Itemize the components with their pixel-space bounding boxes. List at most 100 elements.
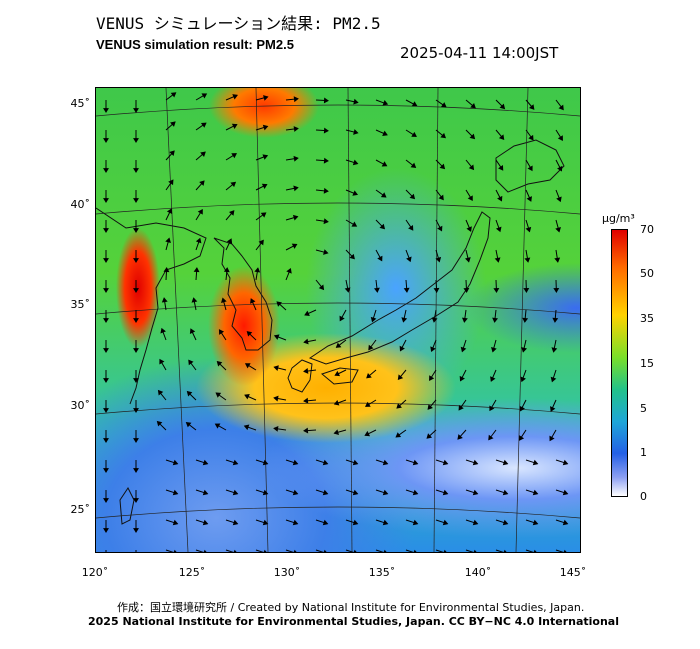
wind-arrow-head xyxy=(263,95,269,101)
wind-arrow-head xyxy=(557,135,563,141)
wind-arrow-head xyxy=(433,287,440,293)
wind-arrow-head xyxy=(333,399,340,406)
latitude-line xyxy=(96,506,580,519)
wind-arrow-head xyxy=(292,489,299,496)
wind-arrow-head xyxy=(439,163,446,170)
copyright-line: 2025 National Institute for Environmenta… xyxy=(88,615,620,628)
longitude-line xyxy=(255,88,269,552)
wind-arrow-head xyxy=(366,373,372,379)
wind-arrow-head xyxy=(323,127,329,134)
hokkaido-coastline xyxy=(495,139,565,193)
wind-arrow-head xyxy=(438,194,444,201)
wind-arrow-head xyxy=(185,422,192,428)
wind-arrow-head xyxy=(193,267,200,273)
wind-arrow-head xyxy=(459,375,465,382)
wind-arrow-head xyxy=(214,423,221,429)
wind-arrow-head xyxy=(103,528,109,533)
wind-arrow-head xyxy=(163,267,170,273)
wind-arrow-head xyxy=(493,287,500,293)
wind-arrow-head xyxy=(502,519,509,526)
wind-arrow-head xyxy=(172,489,179,496)
legend-color-bar xyxy=(611,229,628,497)
wind-arrow-head xyxy=(382,130,388,136)
wind-arrow-head xyxy=(246,331,253,337)
wind-arrow-head xyxy=(263,549,267,552)
wind-arrow-head xyxy=(318,284,325,291)
wind-arrow-head xyxy=(160,327,166,334)
wind-arrow-head xyxy=(521,347,528,353)
wind-arrow-head xyxy=(442,459,449,466)
wind-arrow-head xyxy=(495,226,502,233)
wind-arrow-head xyxy=(522,317,529,323)
wind-arrow-head xyxy=(401,317,408,323)
latitude-line xyxy=(96,202,580,215)
wind-arrow-head xyxy=(218,329,225,335)
wind-arrow-head xyxy=(303,397,309,404)
wind-arrow-head xyxy=(232,519,239,526)
wind-arrow xyxy=(315,549,324,552)
map-title-japanese: VENUS シミュレーション結果: PM2.5 xyxy=(96,14,381,33)
wind-arrow xyxy=(405,549,414,552)
wind-arrow-head xyxy=(352,519,359,526)
wind-arrow-head xyxy=(322,489,329,496)
honshu-coastline xyxy=(308,211,491,365)
wind-arrow-head xyxy=(292,519,299,526)
wind-arrow-head xyxy=(382,519,389,526)
longitude-label: 125˚ xyxy=(178,566,206,579)
wind-arrow-head xyxy=(382,100,389,106)
china-coastline xyxy=(96,207,207,405)
wind-arrow-head xyxy=(197,208,203,215)
wind-arrow-head xyxy=(469,133,476,140)
wind-arrow-head xyxy=(103,138,109,143)
wind-arrow-head xyxy=(254,267,261,273)
wind-arrow-head xyxy=(166,208,173,215)
wind-arrow-head xyxy=(411,131,417,137)
wind-arrow-head xyxy=(532,519,539,526)
wind-arrow-head xyxy=(352,159,359,166)
wind-arrow-head xyxy=(353,98,359,105)
wind-arrow-head xyxy=(276,301,283,307)
wind-arrow-head xyxy=(223,267,230,273)
latitude-label: 40˚ xyxy=(70,198,91,211)
longitude-label: 130˚ xyxy=(273,566,301,579)
wind-arrow-head xyxy=(103,168,109,173)
wind-arrow-head xyxy=(262,459,269,466)
wind-vectors xyxy=(103,92,569,552)
legend-unit: μg/m³ xyxy=(602,212,635,225)
wind-arrow-head xyxy=(467,195,473,202)
wind-arrow-head xyxy=(199,180,205,186)
wind-arrow-head xyxy=(468,164,475,171)
wind-arrow-head xyxy=(201,93,208,99)
wind-arrow-head xyxy=(103,498,109,503)
wind-arrow-head xyxy=(553,287,560,293)
wind-arrow-head xyxy=(466,226,472,232)
wind-arrow-head xyxy=(103,258,109,263)
wind-arrow-head xyxy=(411,101,418,107)
wind-arrow-head xyxy=(286,267,292,274)
latitude-line xyxy=(96,104,580,117)
wind-arrow-head xyxy=(273,395,279,402)
wind-arrow-head xyxy=(103,408,109,413)
wind-arrow-head xyxy=(231,153,237,159)
wind-arrow-head xyxy=(396,403,402,409)
wind-arrow xyxy=(285,549,294,552)
wind-arrow-head xyxy=(558,104,564,111)
wind-arrow-head xyxy=(260,212,267,218)
wind-arrow-head xyxy=(412,489,419,496)
wind-arrow-head xyxy=(382,489,389,496)
wind-arrow-head xyxy=(370,316,377,323)
wind-arrow-head xyxy=(133,378,139,383)
longitude-line xyxy=(347,88,353,552)
wind-arrow-head xyxy=(273,334,280,340)
wind-arrow-head xyxy=(395,432,402,438)
wind-arrow-head xyxy=(232,459,239,466)
longitude-label: 135˚ xyxy=(368,566,396,579)
wind-arrow-head xyxy=(472,519,479,526)
wind-arrow-head xyxy=(292,459,299,466)
wind-arrow-head xyxy=(472,489,479,496)
wind-arrow-head xyxy=(215,392,222,398)
wind-arrow-head xyxy=(323,218,329,225)
longitude-label: 120˚ xyxy=(81,566,109,579)
latitude-label: 25˚ xyxy=(70,503,91,516)
longitude-label: 145˚ xyxy=(559,566,587,579)
